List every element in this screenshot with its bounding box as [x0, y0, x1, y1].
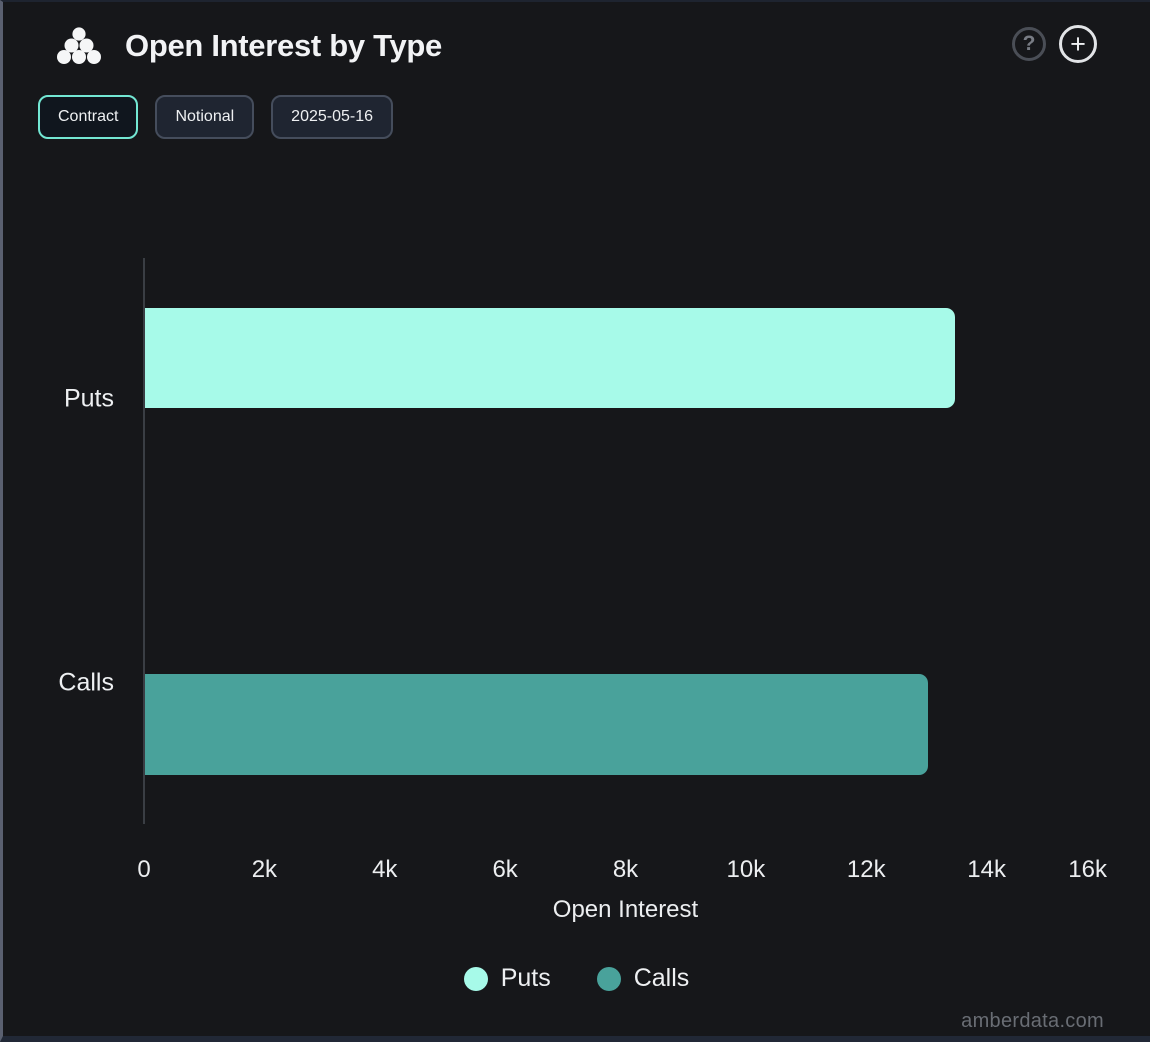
x-tick-label: 6k — [492, 856, 518, 883]
legend-label-puts: Puts — [500, 964, 551, 992]
x-tick-label: 2k — [251, 856, 278, 883]
x-tick-label: 4k — [372, 856, 398, 883]
legend-label-calls: Calls — [633, 964, 690, 992]
expiration-date-button[interactable]: 2025-05-16 — [271, 95, 394, 139]
x-tick-label: 16k — [1068, 856, 1107, 883]
amberdata-watermark: amberdata.com — [961, 1010, 1104, 1032]
x-tick-label: 14k — [967, 856, 1006, 883]
legend-item-puts[interactable]: Puts — [463, 964, 551, 993]
puts-bar[interactable] — [145, 308, 955, 408]
notional-toggle-button[interactable]: Notional — [155, 95, 255, 139]
add-icon[interactable]: + — [1059, 25, 1097, 63]
chart-mode-controls: Contract Notional 2025-05-16 — [38, 95, 394, 139]
amberdata-logo-icon — [57, 27, 101, 65]
question-mark-glyph: ? — [1022, 32, 1036, 55]
y-category-label-puts: Puts — [63, 384, 114, 413]
calls-bar[interactable] — [145, 674, 928, 775]
y-axis-line — [143, 258, 145, 824]
puts-legend-dot-icon — [463, 966, 488, 991]
plus-glyph: + — [1070, 28, 1086, 59]
page-title: Open Interest by Type — [125, 28, 442, 63]
x-axis-ticks: 0 2k 4k 6k 8k 10k 12k 14k 16k — [3, 856, 1150, 886]
help-icon[interactable]: ? — [1012, 27, 1046, 61]
x-tick-label: 8k — [612, 856, 639, 883]
contract-toggle-button[interactable]: Contract — [38, 95, 139, 139]
legend-item-calls[interactable]: Calls — [596, 964, 690, 993]
chart-legend: Puts Calls — [3, 964, 1150, 993]
calls-legend-dot-icon — [596, 966, 621, 991]
x-axis-title: Open Interest — [552, 896, 699, 923]
y-category-label-calls: Calls — [58, 668, 114, 697]
x-tick-label: 10k — [726, 856, 766, 883]
x-tick-label: 12k — [846, 856, 886, 883]
x-tick-label: 0 — [137, 856, 151, 883]
